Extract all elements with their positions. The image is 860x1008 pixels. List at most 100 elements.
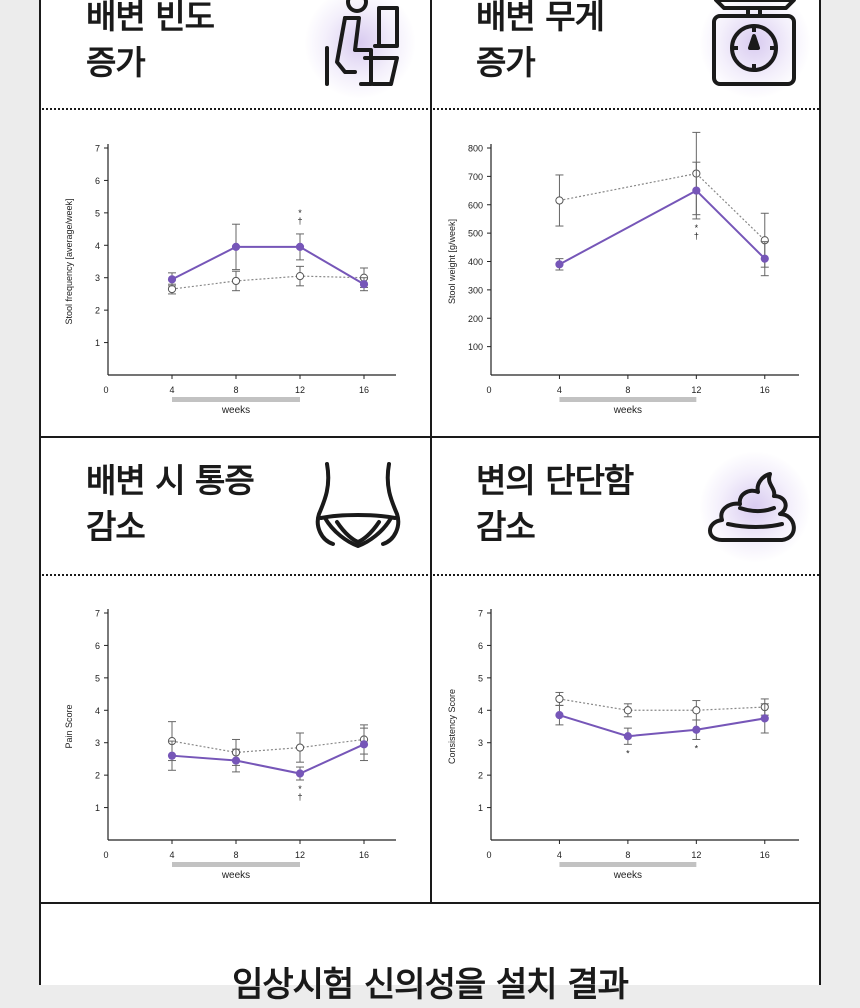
placebo-data-point xyxy=(295,743,305,752)
treatment-data-point xyxy=(692,725,701,734)
placebo-series-line xyxy=(171,738,365,754)
treatment-data-point xyxy=(555,711,564,720)
y-tick-label: 400 xyxy=(468,257,483,267)
y-axis-label: Consistency Score xyxy=(447,689,457,764)
y-axis-label: Pain Score xyxy=(64,704,74,748)
y-tick-label: 3 xyxy=(95,738,100,748)
treatment-data-point xyxy=(359,280,369,289)
panel-title-line: 감소 xyxy=(476,507,536,546)
x-tick-label: 0 xyxy=(486,850,491,860)
placebo-data-point xyxy=(231,276,241,286)
y-tick-label: 6 xyxy=(478,641,483,651)
significance-marker: * xyxy=(298,208,302,218)
y-tick-label: 6 xyxy=(95,641,100,651)
placebo-data-point xyxy=(295,271,305,281)
x-tick-label: 4 xyxy=(169,850,174,860)
treatment-period-bar xyxy=(172,397,300,402)
treatment-series-line xyxy=(171,743,365,775)
x-tick-label: 8 xyxy=(625,385,630,395)
abdomen-icon xyxy=(303,452,413,562)
toilet-icon xyxy=(305,0,415,98)
y-tick-label: 5 xyxy=(95,208,100,218)
significance-marker: * xyxy=(695,743,699,753)
x-tick-label: 8 xyxy=(233,850,238,860)
y-tick-label: 200 xyxy=(468,314,483,324)
x-axis-label: weeks xyxy=(221,870,250,881)
significance-marker: † xyxy=(694,231,699,241)
y-tick-label: 5 xyxy=(95,673,100,683)
y-tick-label: 1 xyxy=(95,338,100,348)
x-tick-label: 16 xyxy=(760,385,770,395)
chart-stool-weight: 100 200 300 400 500 600 700 800 0 4 8 12 16 weeks Stoo… xyxy=(447,131,799,416)
significance-marker: † xyxy=(297,216,302,226)
treatment-data-point xyxy=(692,186,701,195)
x-tick-label: 4 xyxy=(557,385,562,395)
significance-marker: * xyxy=(626,748,630,758)
y-tick-label: 800 xyxy=(468,144,483,154)
stool-icon xyxy=(700,452,810,562)
x-axis-label: weeks xyxy=(221,405,250,416)
significance-marker: * xyxy=(695,223,699,233)
x-tick-label: 4 xyxy=(557,850,562,860)
x-tick-label: 16 xyxy=(359,850,369,860)
significance-marker: * xyxy=(298,784,302,794)
x-tick-label: 0 xyxy=(103,850,108,860)
panel-title-line: 변의 단단함 xyxy=(476,461,634,500)
y-tick-label: 4 xyxy=(95,706,100,716)
dotted-divider xyxy=(42,108,428,110)
panel-title-consistency: 변의 단단함 감소 xyxy=(476,458,634,550)
x-axis-label: weeks xyxy=(613,405,642,416)
placebo-series-line xyxy=(559,698,765,711)
y-tick-label: 1 xyxy=(95,803,100,813)
y-axis-label: Stool frequency [average/week] xyxy=(64,198,74,324)
row-divider xyxy=(39,436,821,438)
placebo-series-line xyxy=(171,275,365,290)
panel-title-line: 증가 xyxy=(86,43,146,82)
bottom-divider xyxy=(39,902,821,904)
placebo-series-line xyxy=(559,172,766,241)
panel-title-line: 증가 xyxy=(476,43,536,82)
x-tick-label: 4 xyxy=(169,385,174,395)
y-tick-label: 1 xyxy=(478,803,483,813)
treatment-data-point xyxy=(167,751,177,760)
x-tick-label: 12 xyxy=(691,850,701,860)
placebo-data-point xyxy=(555,196,564,205)
dotted-divider xyxy=(433,574,819,576)
treatment-data-point xyxy=(760,254,769,263)
y-tick-label: 5 xyxy=(478,673,483,683)
treatment-period-bar xyxy=(172,862,300,867)
x-tick-label: 16 xyxy=(760,850,770,860)
scale-icon xyxy=(700,0,810,98)
panel-title-line: 배변 빈도 xyxy=(86,0,215,36)
y-axis-label: Stool weight [g/week] xyxy=(447,219,457,304)
treatment-data-point xyxy=(231,756,241,765)
y-tick-label: 700 xyxy=(468,172,483,182)
y-tick-label: 7 xyxy=(95,609,100,619)
x-axis-label: weeks xyxy=(613,870,642,881)
panel-title-pain: 배변 시 통증 감소 xyxy=(86,458,255,550)
placebo-data-point xyxy=(623,706,632,715)
y-tick-label: 7 xyxy=(95,144,100,154)
x-tick-label: 12 xyxy=(295,850,305,860)
x-tick-label: 8 xyxy=(233,385,238,395)
x-tick-label: 12 xyxy=(295,385,305,395)
treatment-data-point xyxy=(623,732,632,741)
y-tick-label: 2 xyxy=(95,306,100,316)
treatment-data-point xyxy=(295,242,305,252)
panel-title-line: 배변 무게 xyxy=(476,0,605,36)
treatment-series-line xyxy=(171,245,365,286)
panel-title-weight: 배변 무게 증가 xyxy=(476,0,605,86)
treatment-data-point xyxy=(555,260,564,269)
y-tick-label: 3 xyxy=(95,273,100,283)
y-tick-label: 7 xyxy=(478,609,483,619)
treatment-series-line xyxy=(559,714,765,738)
bottom-section-title: 임상시험 신의성을 설치 결과 xyxy=(232,965,629,1005)
y-tick-label: 100 xyxy=(468,342,483,352)
placebo-data-point xyxy=(167,284,177,294)
x-tick-label: 16 xyxy=(359,385,369,395)
placebo-data-point xyxy=(692,706,701,715)
treatment-data-point xyxy=(295,769,305,778)
